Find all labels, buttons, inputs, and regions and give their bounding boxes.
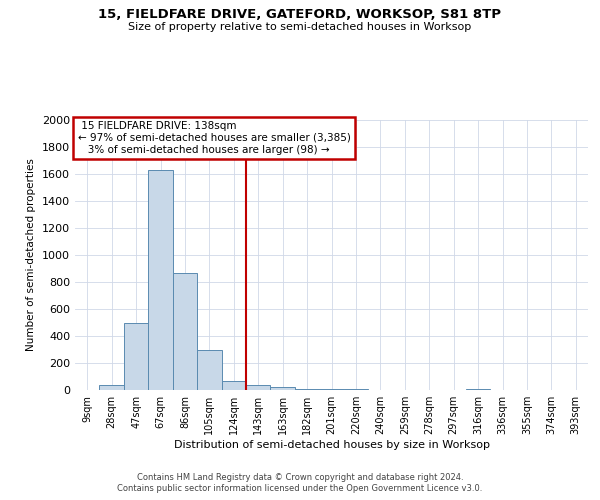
Text: 15, FIELDFARE DRIVE, GATEFORD, WORKSOP, S81 8TP: 15, FIELDFARE DRIVE, GATEFORD, WORKSOP, … — [98, 8, 502, 20]
Text: Size of property relative to semi-detached houses in Worksop: Size of property relative to semi-detach… — [128, 22, 472, 32]
Bar — [197, 350, 221, 390]
Bar — [466, 388, 490, 390]
Y-axis label: Number of semi-detached properties: Number of semi-detached properties — [26, 158, 37, 352]
Bar — [295, 388, 319, 390]
Bar — [271, 388, 295, 390]
Bar — [100, 386, 124, 390]
X-axis label: Distribution of semi-detached houses by size in Worksop: Distribution of semi-detached houses by … — [173, 440, 490, 450]
Bar — [221, 381, 246, 390]
Bar — [173, 272, 197, 390]
Bar — [246, 384, 271, 390]
Text: 15 FIELDFARE DRIVE: 138sqm
← 97% of semi-detached houses are smaller (3,385)
   : 15 FIELDFARE DRIVE: 138sqm ← 97% of semi… — [77, 122, 350, 154]
Bar — [124, 322, 148, 390]
Text: Contains public sector information licensed under the Open Government Licence v3: Contains public sector information licen… — [118, 484, 482, 493]
Bar — [148, 170, 173, 390]
Text: Contains HM Land Registry data © Crown copyright and database right 2024.: Contains HM Land Registry data © Crown c… — [137, 472, 463, 482]
